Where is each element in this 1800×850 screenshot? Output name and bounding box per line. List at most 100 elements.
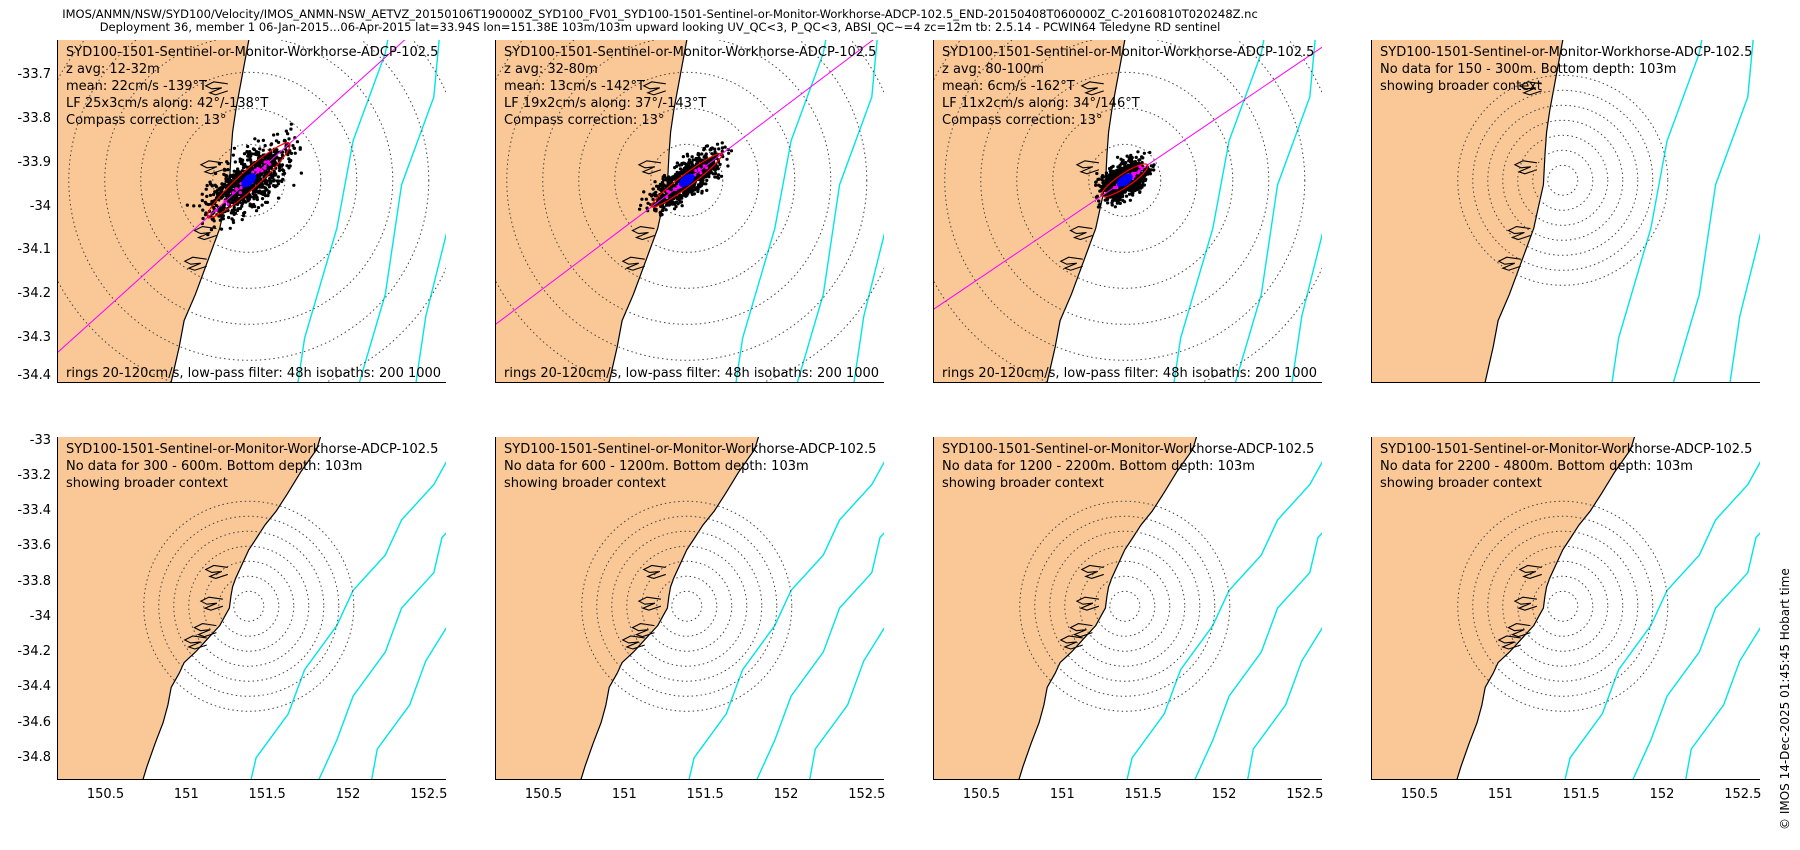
y-tick-label: -34.4 xyxy=(17,679,51,695)
speed-ring xyxy=(203,560,295,652)
low-pass-point xyxy=(263,160,267,164)
speed-ring xyxy=(68,40,430,361)
speed-ring xyxy=(1547,590,1579,622)
map-svg xyxy=(1372,40,1760,382)
land-area xyxy=(496,437,760,779)
low-pass-point xyxy=(214,208,218,212)
map-svg xyxy=(1372,437,1760,779)
map-panel-4: SYD100-1501-Sentinel-or-Monitor-Workhors… xyxy=(1371,40,1760,383)
map-svg xyxy=(58,40,446,382)
estuary-outline xyxy=(1075,596,1100,611)
low-pass-point xyxy=(698,168,702,172)
speed-ring xyxy=(614,107,760,253)
estuary-outline xyxy=(642,81,666,96)
speed-ring xyxy=(1457,500,1669,712)
y-tick-label: -34.6 xyxy=(17,714,51,730)
speed-ring xyxy=(1532,575,1594,637)
x-tick-label: 152.5 xyxy=(410,787,448,802)
speed-ring xyxy=(1487,530,1639,682)
y-tick-label: -34.2 xyxy=(17,644,51,660)
low-pass-point xyxy=(672,187,677,191)
speed-ring xyxy=(104,40,394,325)
speed-ring xyxy=(176,107,322,253)
isobath-line xyxy=(853,232,884,382)
land-area xyxy=(496,40,688,382)
low-pass-point xyxy=(666,189,670,193)
copyright-stamp: © IMOS 14-Dec-2025 01:45:45 Hobart time xyxy=(1778,568,1792,830)
low-pass-point xyxy=(699,171,703,175)
low-pass-point xyxy=(263,164,267,168)
speed-ring xyxy=(980,40,1270,325)
estuary-outline xyxy=(193,225,217,241)
low-pass-point xyxy=(251,170,255,174)
estuary-outline xyxy=(631,623,655,638)
low-pass-point xyxy=(266,160,270,164)
estuary-outline xyxy=(1075,160,1100,175)
estuary-outline xyxy=(1507,623,1531,638)
low-pass-point xyxy=(257,167,261,171)
estuary-outline xyxy=(1518,564,1542,580)
speed-ring xyxy=(1547,164,1579,196)
speed-ring xyxy=(506,40,868,361)
low-pass-point xyxy=(676,186,680,190)
speed-ring xyxy=(1094,575,1156,637)
y-tick-label: -34.2 xyxy=(17,286,51,302)
low-pass-point xyxy=(1112,186,1116,190)
isobath-line xyxy=(297,40,389,382)
low-pass-point xyxy=(1140,166,1144,171)
low-pass-point xyxy=(260,169,264,173)
map-panel-5: SYD100-1501-Sentinel-or-Monitor-Workhors… xyxy=(57,437,446,780)
isobath-line xyxy=(371,627,446,779)
low-pass-point xyxy=(239,186,243,190)
estuary-outline xyxy=(631,225,655,241)
speed-ring xyxy=(212,143,286,217)
low-pass-point xyxy=(1115,186,1119,190)
speed-ring xyxy=(596,515,778,697)
estuary-outline xyxy=(204,81,228,96)
y-tick-label: -33.2 xyxy=(17,467,51,483)
speed-ring xyxy=(641,560,733,652)
estuary-outline xyxy=(1513,596,1538,611)
low-pass-point xyxy=(234,187,239,191)
low-pass-point xyxy=(702,164,706,168)
isobath-line xyxy=(1672,40,1754,382)
mean-velocity-marker xyxy=(1116,173,1133,187)
y-tick-label: -33.4 xyxy=(17,503,51,519)
low-pass-point xyxy=(223,199,227,204)
map-svg xyxy=(934,40,1322,382)
estuary-outline xyxy=(621,635,645,650)
speed-ring xyxy=(1109,590,1141,622)
x-tick-label: 150.5 xyxy=(1400,787,1439,802)
estuary-outline xyxy=(183,256,207,271)
estuary-outline xyxy=(1497,635,1521,650)
isobath-line xyxy=(1564,461,1760,779)
isobath-line xyxy=(1173,40,1265,382)
speed-ring xyxy=(143,500,355,712)
map-svg xyxy=(496,40,884,382)
x-tick-label: 151 xyxy=(1049,787,1075,802)
figure-title: IMOS/ANMN/NSW/SYD100/Velocity/IMOS_ANMN-… xyxy=(0,8,1320,34)
x-tick-label: 151 xyxy=(1487,787,1513,802)
isobath-line xyxy=(1632,532,1760,779)
estuary-outline xyxy=(642,564,666,580)
y-tick-label: -33.8 xyxy=(17,110,51,126)
isobath-line xyxy=(1194,532,1322,779)
panel-footer: rings 20-120cm/s, low-pass filter: 48h i… xyxy=(942,366,1322,381)
low-pass-point xyxy=(1137,169,1141,173)
speed-ring xyxy=(656,575,718,637)
speed-ring xyxy=(158,515,340,697)
isobath-line xyxy=(1126,461,1322,779)
speed-ring xyxy=(233,590,265,622)
speed-ring xyxy=(1502,119,1624,241)
land-area xyxy=(934,437,1198,779)
speed-ring xyxy=(542,40,832,325)
low-pass-point xyxy=(226,202,230,206)
isobath-line xyxy=(250,461,446,779)
y-tick-label: -33.6 xyxy=(17,538,51,554)
estuary-outline xyxy=(1069,225,1093,241)
x-tick-label: 151.5 xyxy=(1562,787,1600,802)
estuary-outline xyxy=(637,596,662,611)
low-pass-point xyxy=(665,195,669,199)
estuary-outline xyxy=(1518,81,1542,96)
x-tick-label: 150.5 xyxy=(962,787,1001,802)
